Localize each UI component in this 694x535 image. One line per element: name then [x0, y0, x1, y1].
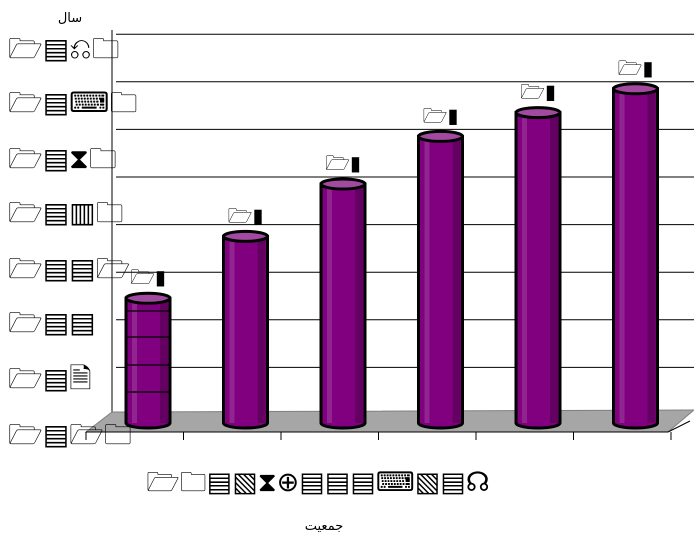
bar-top — [319, 177, 367, 191]
y-tick-label-5: 🗁▤▤🗁 — [8, 252, 130, 285]
data-labels: 🗁▮ 🗁▮ 🗁▮ 🗁▮ 🗁▮ 🗁▮ — [130, 56, 653, 289]
bars — [124, 82, 659, 430]
bar-3 — [319, 177, 367, 430]
bar-highlight — [619, 88, 625, 424]
x-tick-labels: 🗁🗀▤▧⧗⊕▤▤▤⌨▧▤☊ — [146, 467, 490, 498]
bar-top — [417, 129, 464, 143]
x-axis-depth-line — [667, 420, 691, 433]
bar-top — [514, 106, 562, 120]
bar-5 — [514, 106, 562, 430]
data-label-3: 🗁▮ — [325, 151, 361, 175]
data-label-6: 🗁▮ — [618, 56, 654, 80]
bar-1 — [124, 291, 172, 430]
y-tick-label-6: 🗁▤▤ — [8, 306, 96, 339]
bar-4 — [417, 129, 464, 430]
chart-floor — [84, 409, 694, 433]
gridlines — [111, 30, 694, 412]
y-tick-label-8: 🗁▤🗁🗀 — [8, 418, 132, 451]
y-tick-label-3: 🗁▤⧗🗀 — [8, 142, 117, 175]
bar-6 — [612, 82, 659, 430]
bar-shade — [550, 112, 558, 423]
bar-shade — [160, 298, 168, 423]
y-tick-labels: 🗁▤⎌🗀 🗁▤⌨🗀 🗁▤⧗🗀 🗁▤▥🗀 🗁▤▤🗁 🗁▤▤ 🗁▤🗎 🗁▤🗁🗀 — [8, 32, 138, 451]
bar-shade — [647, 88, 656, 424]
bar-shade — [257, 236, 266, 423]
y-tick-label-4: 🗁▤▥🗀 — [8, 196, 124, 229]
bar-highlight — [132, 298, 137, 423]
x-axis-ticks — [85, 420, 691, 440]
x-axis-title: جمعیت — [305, 519, 344, 534]
bar-highlight — [229, 236, 235, 423]
y-tick-label-7: 🗁▤🗎 — [8, 362, 92, 395]
bar-top — [612, 82, 659, 96]
y-axis-title: سال — [58, 11, 82, 26]
data-label-1: 🗁▮ — [130, 265, 166, 289]
data-label-2: 🗁▮ — [228, 203, 264, 227]
y-tick-label-2: 🗁▤⌨🗀 — [8, 86, 138, 119]
y-tick-label-1: 🗁▤⎌🗀 — [8, 32, 120, 65]
bar-top — [222, 229, 269, 243]
bar-shade — [355, 184, 363, 423]
bar-shade — [452, 136, 461, 423]
data-label-4: 🗁▮ — [423, 103, 459, 127]
bar-2 — [222, 229, 269, 430]
bar-top — [124, 291, 172, 305]
bar-highlight — [522, 112, 527, 423]
bar-highlight — [327, 184, 332, 423]
bar-highlight — [424, 136, 430, 423]
data-label-5: 🗁▮ — [520, 80, 556, 104]
